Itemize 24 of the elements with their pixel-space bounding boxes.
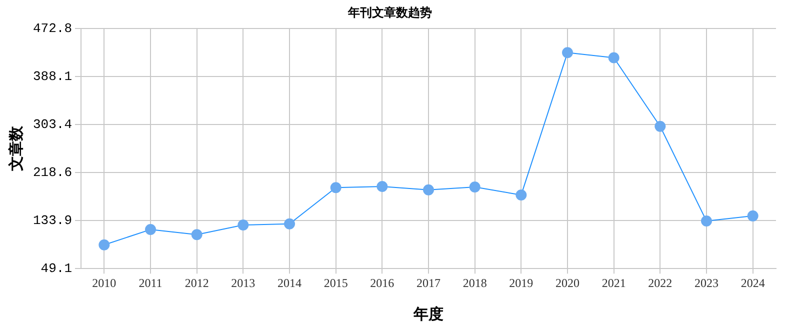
x-tick-label: 2017 <box>416 276 441 290</box>
y-tick-label: 303.4 <box>32 116 72 132</box>
x-tick-label: 2013 <box>231 276 256 290</box>
y-axis-title: 文章数 <box>6 125 25 172</box>
x-tick-label: 2012 <box>184 276 209 290</box>
chart-title: 年刊文章数趋势 <box>347 5 432 20</box>
y-tick-label: 218.6 <box>32 164 72 180</box>
x-tick-label: 2018 <box>462 276 487 290</box>
x-tick-label: 2023 <box>694 276 718 290</box>
x-tick-label: 2011 <box>138 276 162 290</box>
y-tick-label: 472.8 <box>32 20 72 36</box>
x-tick-label: 2022 <box>648 276 672 290</box>
x-tick-label: 2020 <box>556 276 580 290</box>
x-tick-label: 2019 <box>509 276 534 290</box>
x-tick-label: 2016 <box>370 276 394 290</box>
y-tick-label: 133.9 <box>32 212 72 228</box>
x-tick-label: 2014 <box>278 276 302 290</box>
y-tick-label: 49.1 <box>40 261 72 276</box>
x-tick-label: 2024 <box>740 276 765 290</box>
x-tick-label: 2015 <box>324 276 348 290</box>
x-tick-label: 2021 <box>602 276 626 290</box>
x-tick-label: 2010 <box>92 276 116 290</box>
y-tick-label: 388.1 <box>32 68 72 84</box>
x-axis-title: 年度 <box>412 304 444 323</box>
